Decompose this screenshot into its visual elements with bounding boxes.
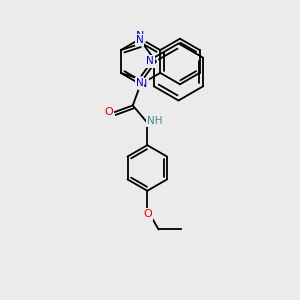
- Text: O: O: [104, 107, 113, 117]
- Text: N: N: [136, 31, 145, 41]
- Text: N: N: [146, 56, 154, 67]
- Text: N: N: [139, 79, 148, 89]
- Text: N: N: [136, 78, 143, 88]
- Text: N: N: [136, 35, 143, 45]
- Text: NH: NH: [147, 116, 163, 126]
- Text: O: O: [143, 209, 152, 219]
